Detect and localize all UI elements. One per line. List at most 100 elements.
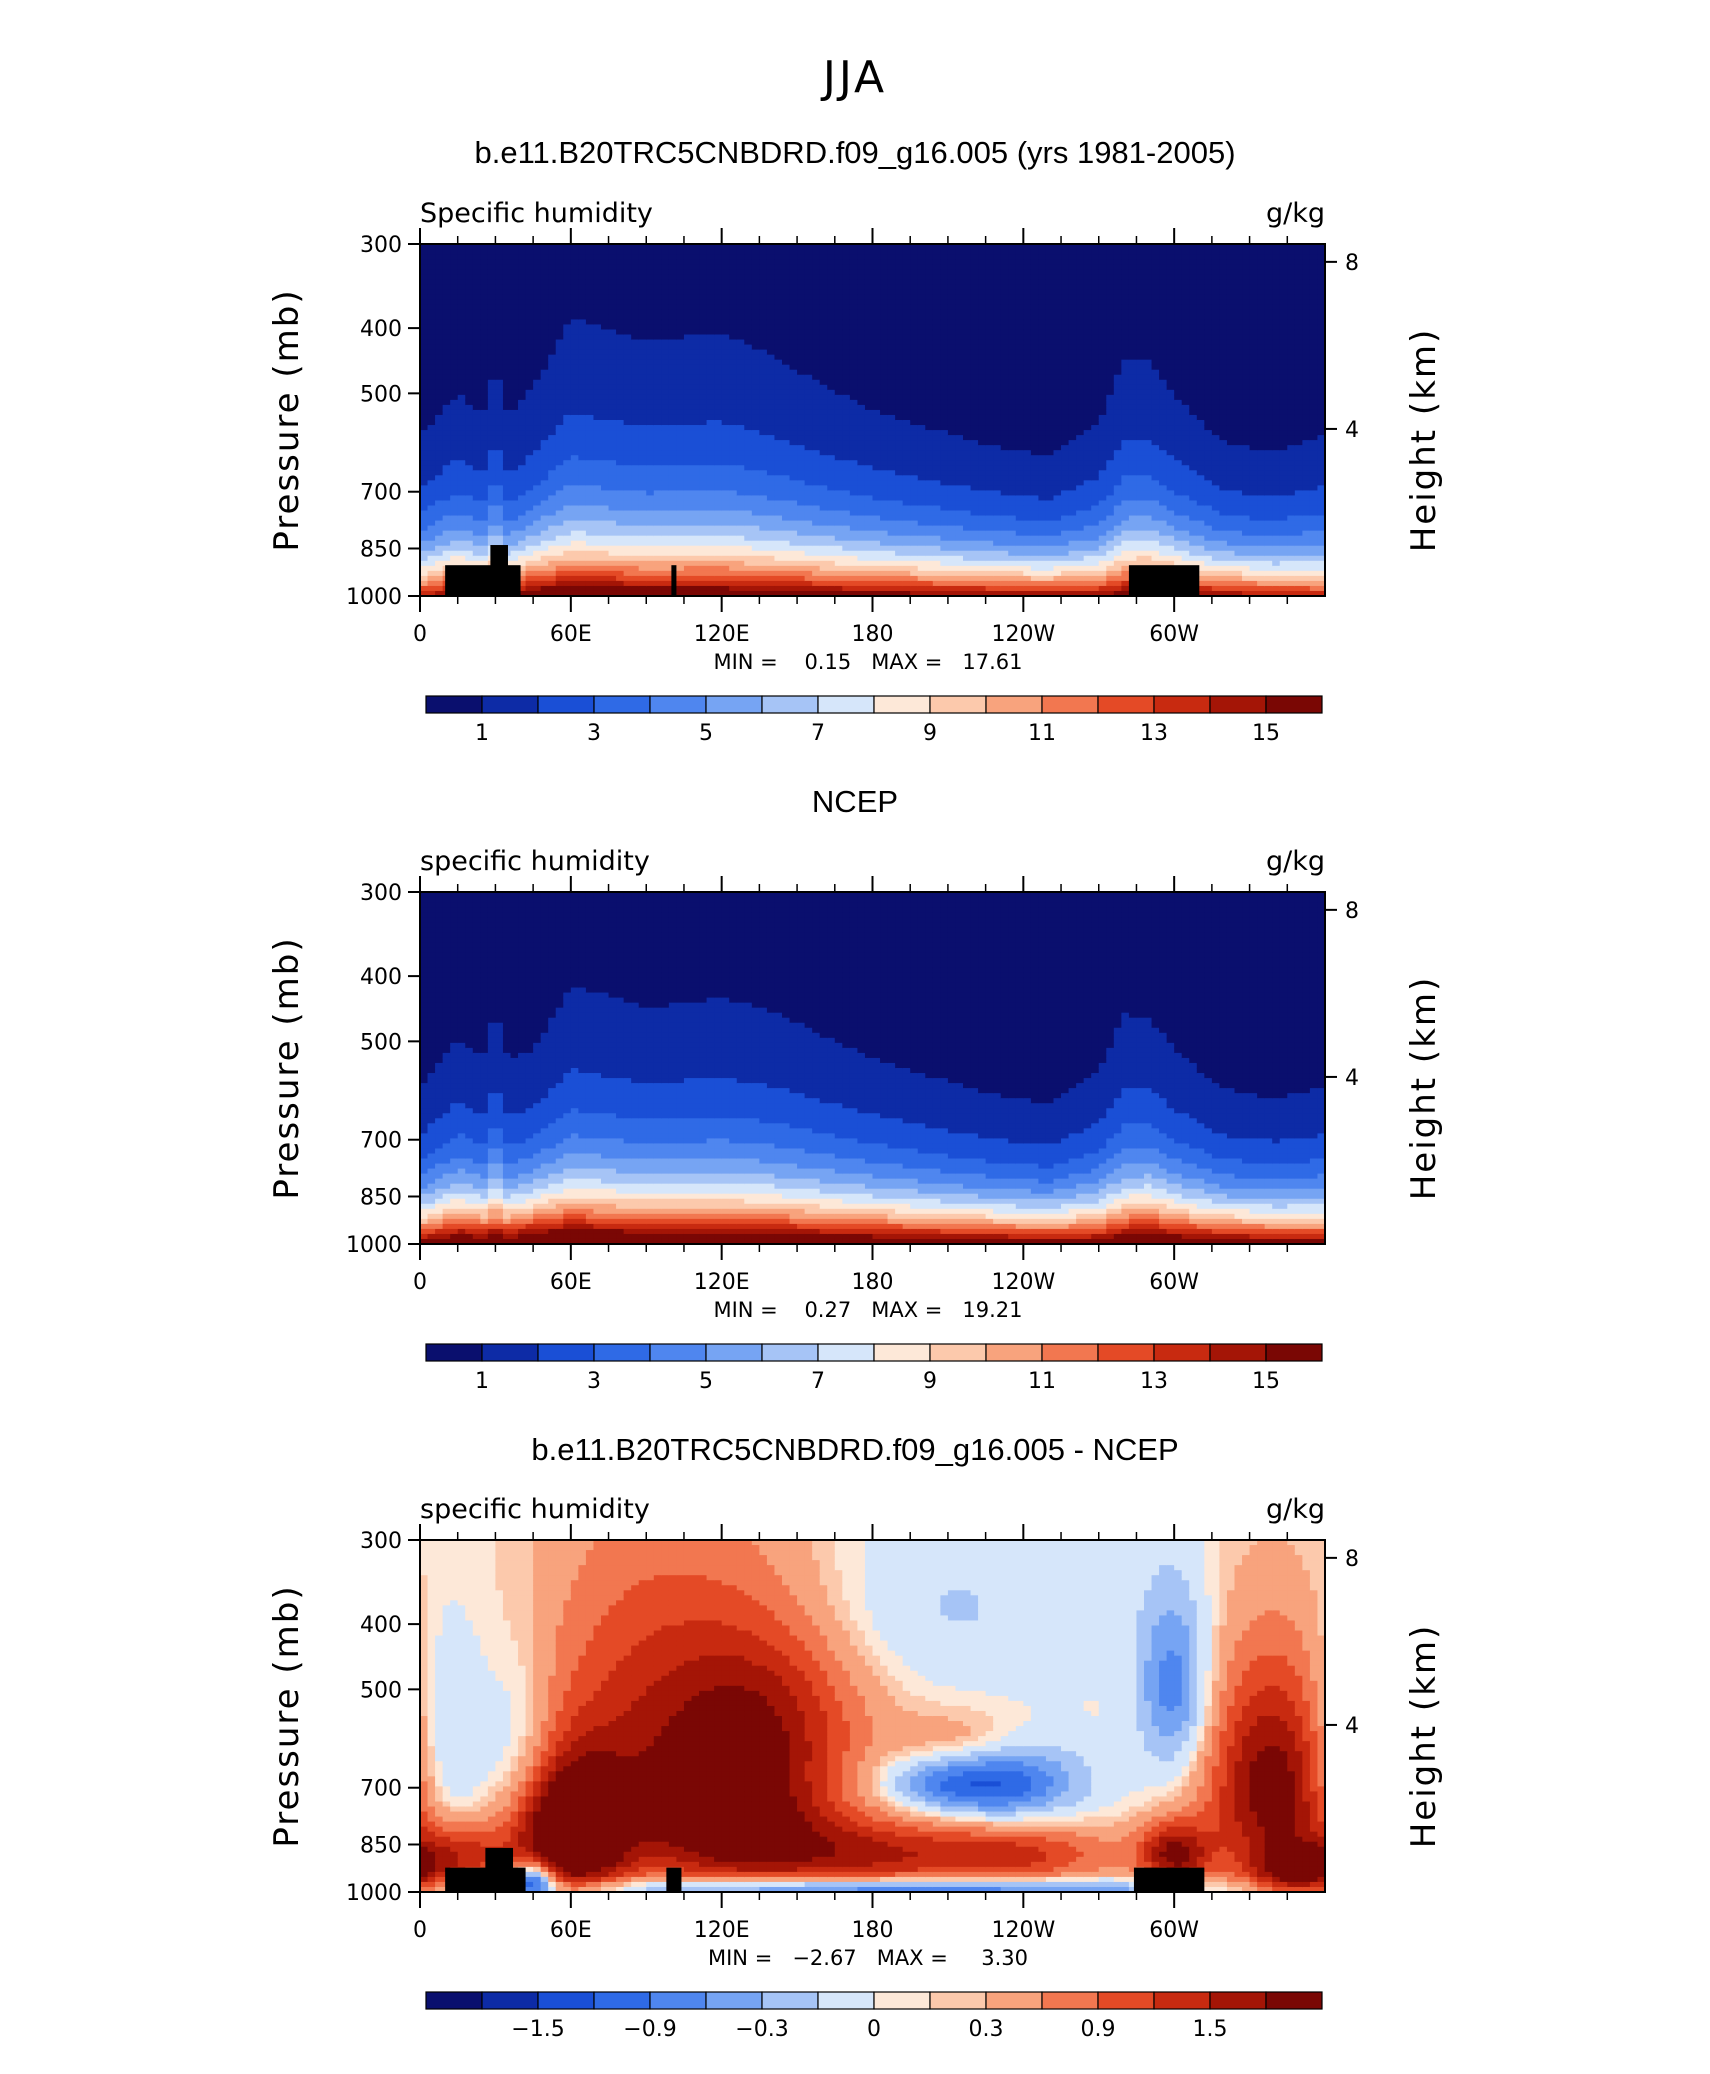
contour-cell — [555, 585, 564, 592]
contour-cell — [812, 560, 821, 567]
contour-cell — [797, 304, 806, 310]
contour-cell — [782, 414, 791, 421]
contour-cell — [759, 274, 768, 280]
contour-cell — [435, 349, 444, 356]
contour-cell — [917, 404, 926, 411]
contour-cell — [887, 259, 896, 265]
contour-cell — [789, 570, 798, 577]
contour-cell — [774, 309, 783, 315]
contour-cell — [744, 279, 753, 285]
contour-cell — [593, 500, 602, 507]
contour-cell — [729, 440, 738, 446]
contour-cell — [638, 289, 647, 295]
contour-cell — [631, 374, 640, 381]
contour-cell — [910, 505, 919, 512]
contour-cell — [533, 304, 542, 310]
contour-cell — [782, 339, 791, 346]
contour-cell — [910, 475, 919, 481]
contour-cell — [570, 259, 579, 265]
contour-cell — [427, 570, 436, 577]
contour-cell — [834, 525, 843, 532]
contour-cell — [895, 374, 904, 381]
contour-cell — [819, 425, 828, 431]
contour-cell — [827, 495, 836, 502]
contour-cell — [570, 334, 579, 341]
contour-cell — [864, 495, 874, 502]
contour-cell — [668, 329, 678, 336]
contour-cell — [472, 309, 481, 315]
contour-cell — [578, 369, 587, 376]
contour-cell — [480, 334, 489, 341]
contour-cell — [751, 495, 760, 502]
contour-cell — [487, 445, 497, 451]
contour-cell — [668, 409, 678, 416]
contour-cell — [736, 425, 745, 431]
contour-cell — [864, 540, 874, 547]
contour-cell — [646, 274, 655, 280]
contour-cell — [842, 435, 851, 441]
contour-cell — [427, 460, 436, 466]
contour-cell — [420, 450, 429, 456]
contour-cell — [766, 530, 776, 537]
contour-cell — [555, 349, 564, 356]
contour-cell — [736, 354, 745, 361]
contour-cell — [706, 354, 715, 361]
contour-cell — [774, 274, 783, 280]
contour-cell — [706, 369, 715, 376]
contour-cell — [872, 585, 881, 592]
contour-cell — [932, 299, 941, 305]
contour-cell — [812, 314, 821, 321]
contour-cell — [902, 304, 911, 310]
contour-cell — [932, 259, 941, 265]
contour-cell — [450, 445, 459, 451]
contour-cell — [812, 284, 821, 290]
contour-cell — [653, 510, 662, 517]
contour-cell — [819, 309, 828, 315]
contour-cell — [751, 329, 760, 336]
contour-cell — [593, 364, 602, 371]
contour-cell — [502, 319, 512, 326]
contour-cell — [774, 490, 783, 497]
contour-cell — [789, 485, 798, 491]
contour-cell — [480, 354, 489, 361]
contour-cell — [623, 465, 632, 471]
contour-cell — [902, 404, 911, 411]
contour-cell — [774, 510, 783, 517]
contour-cell — [789, 394, 798, 401]
contour-cell — [744, 445, 753, 451]
contour-cell — [947, 545, 957, 552]
contour-cell — [857, 379, 866, 386]
contour-cell — [608, 550, 617, 557]
contour-cell — [699, 304, 708, 310]
contour-cell — [510, 414, 519, 421]
contour-cell — [759, 244, 768, 250]
contour-cell — [601, 414, 610, 421]
contour-cell — [676, 530, 685, 537]
contour-cell — [631, 510, 640, 517]
contour-cell — [857, 470, 866, 476]
contour-cell — [744, 309, 753, 315]
contour-cell — [872, 374, 881, 381]
contour-cell — [585, 585, 595, 592]
contour-cell — [676, 329, 685, 336]
contour-cell — [601, 585, 610, 592]
contour-cell — [487, 384, 497, 391]
contour-cell — [932, 430, 941, 436]
contour-cell — [834, 515, 843, 522]
contour-cell — [812, 359, 821, 366]
contour-cell — [420, 364, 429, 371]
contour-cell — [774, 540, 783, 547]
contour-cell — [895, 414, 904, 421]
contour-cell — [585, 339, 595, 346]
contour-cell — [940, 520, 949, 527]
contour-cell — [842, 510, 851, 517]
contour-cell — [864, 460, 874, 466]
contour-cell — [623, 425, 632, 431]
contour-cell — [450, 349, 459, 356]
contour-cell — [585, 344, 595, 351]
contour-cell — [601, 409, 610, 416]
contour-cell — [472, 404, 481, 411]
contour-cell — [766, 575, 776, 582]
contour-cell — [947, 329, 957, 336]
contour-cell — [699, 430, 708, 436]
